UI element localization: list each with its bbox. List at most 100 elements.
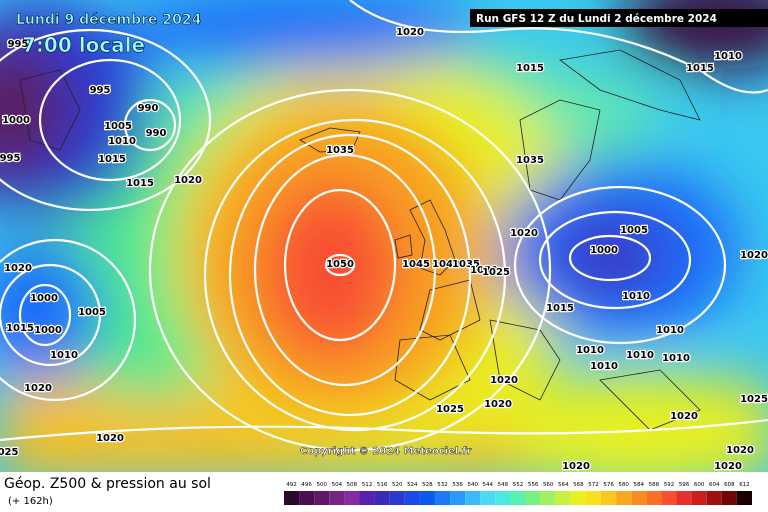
isobar-label: 1005 <box>620 225 648 236</box>
isobar-label: 1035 <box>452 259 480 270</box>
isobar-label: 1000 <box>30 293 58 304</box>
scale-swatch <box>555 491 571 505</box>
scale-label: 572 <box>588 482 599 488</box>
scale-label: 564 <box>558 482 569 488</box>
isobar-label: 1000 <box>2 115 30 126</box>
isobar-label: 995 <box>8 39 29 50</box>
isobar-label: 1020 <box>562 461 590 472</box>
scale-label: 592 <box>664 482 675 488</box>
scale-swatch <box>721 491 737 505</box>
isobar-label: 1010 <box>590 361 618 372</box>
scale-label: 556 <box>528 482 539 488</box>
scale-swatch <box>344 491 360 505</box>
isobar-label: 1005 <box>104 121 132 132</box>
valid-date: Lundi 9 décembre 2024 <box>16 12 202 28</box>
isobar-label: 1020 <box>670 411 698 422</box>
scale-label: 536 <box>452 482 463 488</box>
scale-swatch <box>359 491 375 505</box>
scale-swatch <box>314 491 330 505</box>
scale-label: 576 <box>603 482 614 488</box>
scale-label: 612 <box>739 482 750 488</box>
scale-swatch <box>495 491 511 505</box>
isobar-label: 1010 <box>656 325 684 336</box>
isobar-label: 1020 <box>484 399 512 410</box>
isobar-label: 1015 <box>686 63 714 74</box>
isobar-label: 1015 <box>6 323 34 334</box>
isobar-label: 1000 <box>590 245 618 256</box>
isobar-label: 1010 <box>50 350 78 361</box>
lead-time: (+ 162h) <box>8 496 53 507</box>
scale-label: 588 <box>649 482 660 488</box>
scale-label: 492 <box>286 482 297 488</box>
product-title: Géop. Z500 & pression au sol <box>4 476 211 492</box>
isobar-label: 1005 <box>78 307 106 318</box>
scale-swatch <box>676 491 692 505</box>
scale-swatch <box>465 491 481 505</box>
scale-label: 596 <box>679 482 690 488</box>
scale-label: 600 <box>694 482 705 488</box>
scale-label: 504 <box>332 482 343 488</box>
scale-swatch <box>419 491 435 505</box>
isobar-label: 990 <box>146 128 167 139</box>
isobar-label: 1015 <box>516 63 544 74</box>
isobar-label: 1025 <box>436 404 464 415</box>
run-info: Run GFS 12 Z du Lundi 2 décembre 2024 <box>476 13 717 25</box>
scale-label: 496 <box>301 482 312 488</box>
isobar-label: 1015 <box>546 303 574 314</box>
scale-label: 500 <box>316 482 327 488</box>
isobar-label: 1020 <box>96 433 124 444</box>
scale-label: 520 <box>392 482 403 488</box>
scale-swatch <box>525 491 541 505</box>
scale-swatch <box>480 491 496 505</box>
isobar-label: 1045 <box>402 259 430 270</box>
scale-swatch <box>374 491 390 505</box>
isobar-label: 1030 <box>470 265 498 276</box>
isobar-label: 1010 <box>662 353 690 364</box>
scale-label: 512 <box>362 482 373 488</box>
isobar-label: 1010 <box>108 136 136 147</box>
isobar-label: 1040 <box>432 259 460 270</box>
scale-swatch <box>284 491 300 505</box>
scale-swatch <box>329 491 345 505</box>
scale-label: 532 <box>437 482 448 488</box>
isobar-label: 1025 <box>740 394 768 405</box>
scale-label: 548 <box>498 482 509 488</box>
scale-swatch <box>661 491 677 505</box>
isobar-label: 990 <box>138 103 159 114</box>
isobar-label: 1015 <box>98 154 126 165</box>
scale-label: 608 <box>724 482 735 488</box>
scale-swatch <box>616 491 632 505</box>
color-scale: 492 496 500 504 508 512 516 520 524 528 532 536 540 5… <box>284 482 752 505</box>
isobar-label: 1020 <box>714 461 742 472</box>
scale-label: 540 <box>467 482 478 488</box>
isobar-label: 995 <box>0 153 20 164</box>
scale-swatch <box>585 491 602 505</box>
copyright: Copyright © 2024 Meteociel.fr <box>300 446 471 457</box>
isobar-label: 1010 <box>714 51 742 62</box>
isobar-label: 1020 <box>490 375 518 386</box>
scale-label: 568 <box>573 482 584 488</box>
isobar-label: 1010 <box>626 350 654 361</box>
isobar-label: 1000 <box>34 325 62 336</box>
isobar-label: 1020 <box>510 228 538 239</box>
scale-swatch <box>736 491 752 505</box>
scale-swatch <box>706 491 722 505</box>
scale-label: 604 <box>709 482 720 488</box>
scale-swatch <box>434 491 451 505</box>
isobar-label: 1050 <box>326 259 354 270</box>
scale-swatch <box>691 491 707 505</box>
isobar-label: 1025 <box>482 267 510 278</box>
isobar-label: 1020 <box>174 175 202 186</box>
scale-swatch <box>450 491 466 505</box>
scale-swatch <box>631 491 647 505</box>
isobar-label: 1020 <box>726 445 754 456</box>
isobar-label: 1020 <box>740 250 768 261</box>
scale-label: 584 <box>634 482 645 488</box>
scale-label: 516 <box>377 482 388 488</box>
scale-swatch <box>646 491 662 505</box>
scale-label: 560 <box>543 482 554 488</box>
scale-swatch <box>570 491 586 505</box>
isobar-label: 1035 <box>516 155 544 166</box>
